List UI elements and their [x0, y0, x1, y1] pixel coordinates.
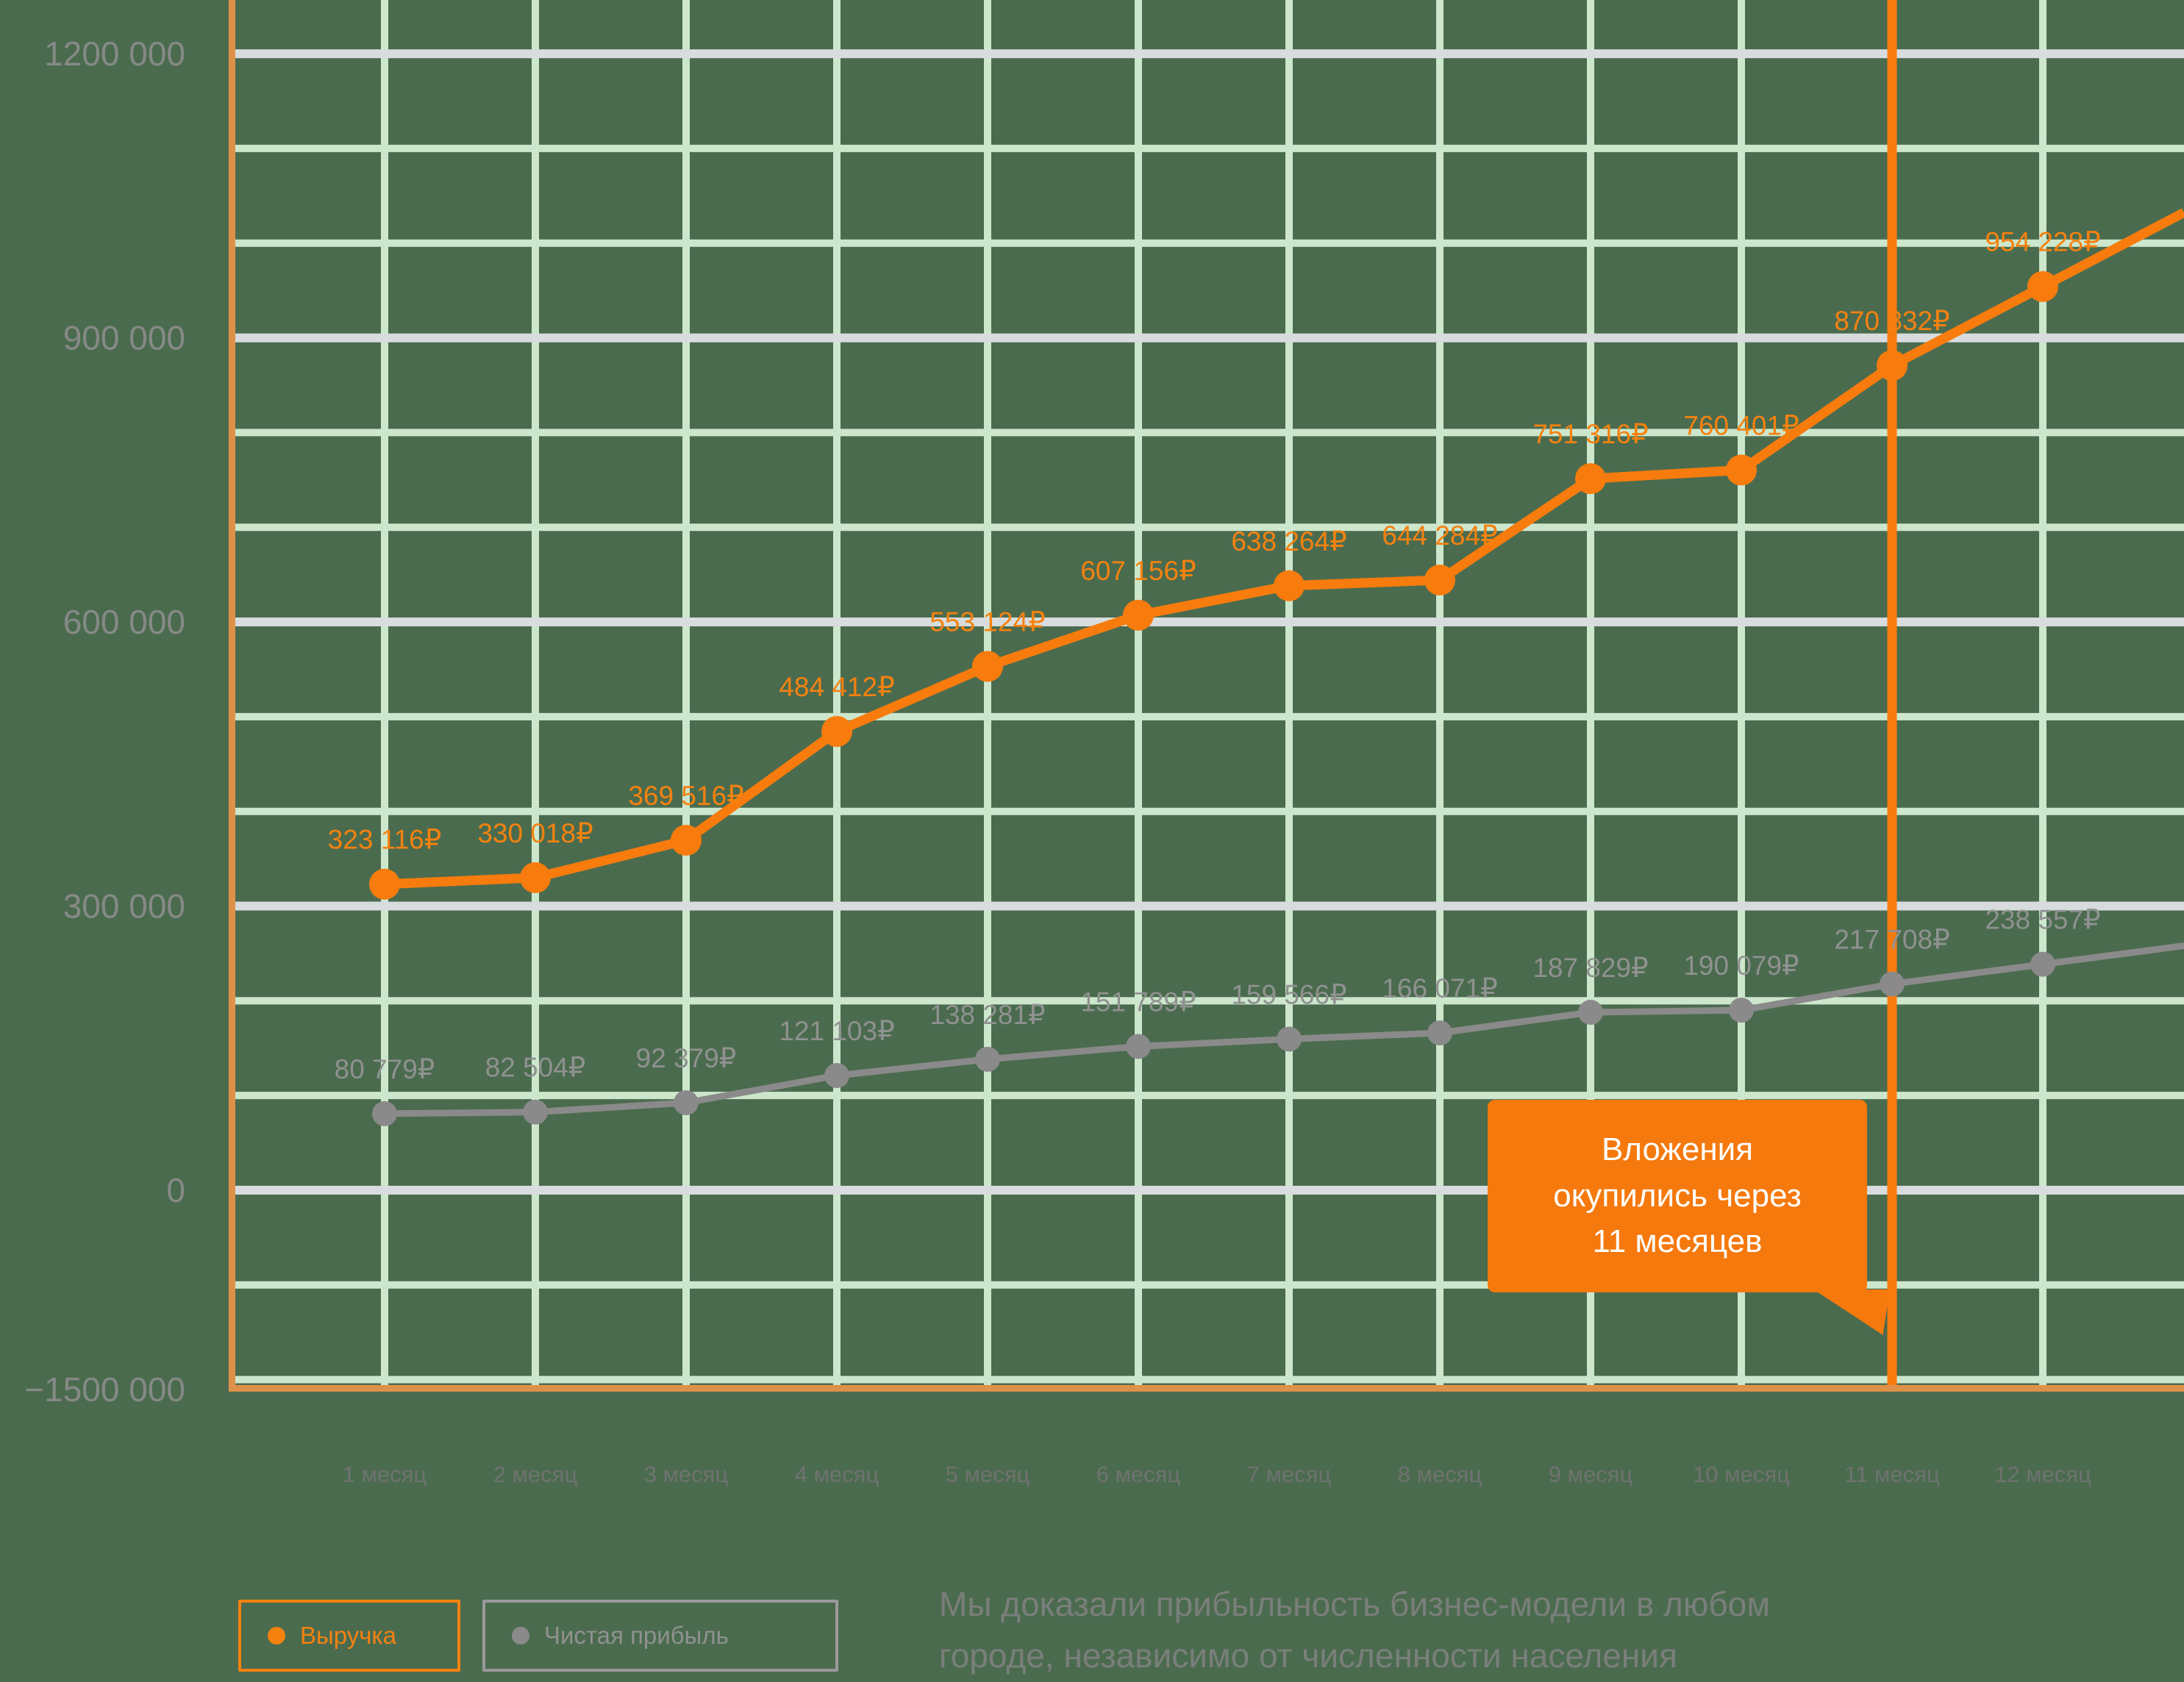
footnote-text: Мы доказали прибыльность бизнес-модели в…	[939, 1585, 1770, 1675]
net-profit-point	[824, 1062, 849, 1088]
net-profit-point	[1427, 1020, 1452, 1046]
revenue-point	[2027, 271, 2058, 302]
revenue-value-label: 760 401₽	[1683, 410, 1799, 440]
revenue-dot-icon	[268, 1627, 285, 1645]
x-tick-label: 1 месяц	[343, 1461, 427, 1487]
payback-callout-text: Вложения окупились через 11 месяцев	[1553, 1131, 1802, 1260]
net-profit-value-label: 187 829₽	[1532, 953, 1648, 983]
revenue-value-label: 607 156₽	[1080, 556, 1196, 586]
x-tick-label: 2 месяц	[493, 1461, 578, 1487]
revenue-value-label: 638 264₽	[1231, 526, 1346, 557]
x-tick-label: 5 месяц	[946, 1461, 1030, 1487]
legend-item-net-profit-label: Чистая прибыль	[544, 1622, 729, 1649]
x-tick-label: 6 месяц	[1096, 1461, 1181, 1487]
revenue-value-label: 954 228₽	[1985, 227, 2100, 257]
revenue-point	[1123, 599, 1154, 631]
net-profit-value-label: 217 708₽	[1834, 925, 1949, 955]
legend-item-revenue-label: Выручка	[300, 1622, 396, 1649]
x-axis-line	[229, 1385, 2184, 1392]
y-tick-label: 600 000	[63, 603, 185, 641]
y-tick-label: −1500 000	[24, 1370, 185, 1409]
net-profit-value-label: 92 379₽	[636, 1043, 737, 1073]
y-tick-label: 900 000	[63, 319, 185, 357]
revenue-point	[1424, 565, 1455, 596]
revenue-point	[1726, 454, 1757, 486]
net-profit-point	[523, 1099, 548, 1125]
net-profit-point	[1729, 998, 1754, 1023]
x-tick-label: 9 месяц	[1549, 1461, 1633, 1487]
net-profit-point	[372, 1101, 397, 1126]
revenue-point	[1575, 463, 1606, 495]
net-profit-value-label: 121 103₽	[779, 1016, 894, 1046]
payback-callout: Вложения окупились через 11 месяцев	[1488, 1100, 1867, 1292]
x-tick-label: 10 месяц	[1693, 1461, 1790, 1487]
revenue-point	[1877, 350, 1908, 382]
revenue-value-label: 751 316₽	[1532, 419, 1648, 449]
revenue-point	[520, 862, 551, 893]
net-profit-point	[1277, 1026, 1302, 1052]
revenue-value-label: 323 116₽	[328, 825, 442, 855]
net-profit-dot-icon	[512, 1627, 529, 1645]
y-tick-label: 1200 000	[44, 35, 185, 73]
legend-item-revenue[interactable]: Выручка	[238, 1600, 460, 1672]
revenue-point	[1274, 570, 1305, 601]
y-tick-label: 0	[166, 1171, 185, 1209]
revenue-value-label: 644 284₽	[1382, 520, 1497, 551]
x-tick-label: 8 месяц	[1398, 1461, 1482, 1487]
x-tick-label: 7 месяц	[1247, 1461, 1332, 1487]
x-tick-label: 12 месяц	[1994, 1461, 2091, 1487]
net-profit-value-label: 82 504₽	[485, 1053, 586, 1083]
net-profit-value-label: 166 071₽	[1382, 973, 1497, 1003]
x-tick-label: 4 месяц	[795, 1461, 879, 1487]
net-profit-point	[1880, 971, 1905, 997]
revenue-value-label: 369 516₽	[628, 781, 743, 811]
revenue-point	[972, 651, 1003, 682]
net-profit-point	[674, 1089, 699, 1115]
revenue-value-label: 553 124₽	[929, 606, 1045, 637]
revenue-value-label: 330 018₽	[477, 818, 593, 848]
net-profit-point	[1578, 1000, 1603, 1026]
net-profit-point	[2030, 951, 2055, 977]
net-profit-value-label: 80 779₽	[335, 1054, 435, 1084]
revenue-value-label: 484 412₽	[779, 672, 894, 702]
net-profit-point	[975, 1046, 1000, 1072]
revenue-value-label: 870 832₽	[1834, 306, 1949, 336]
net-profit-value-label: 190 079₽	[1683, 951, 1799, 981]
net-profit-value-label: 151 789₽	[1080, 987, 1196, 1017]
y-axis-line	[229, 0, 235, 1392]
net-profit-value-label: 159 566₽	[1231, 979, 1346, 1009]
revenue-point	[671, 824, 702, 856]
revenue-point	[369, 868, 400, 900]
y-tick-label: 300 000	[63, 887, 185, 926]
net-profit-value-label: 238 557₽	[1985, 905, 2100, 935]
x-tick-label: 11 месяц	[1844, 1461, 1940, 1487]
legend-item-net-profit[interactable]: Чистая прибыль	[482, 1600, 838, 1672]
net-profit-value-label: 138 281₽	[929, 1000, 1045, 1030]
net-profit-point	[1126, 1034, 1151, 1059]
x-tick-label: 3 месяц	[644, 1461, 729, 1487]
revenue-point	[821, 715, 852, 747]
